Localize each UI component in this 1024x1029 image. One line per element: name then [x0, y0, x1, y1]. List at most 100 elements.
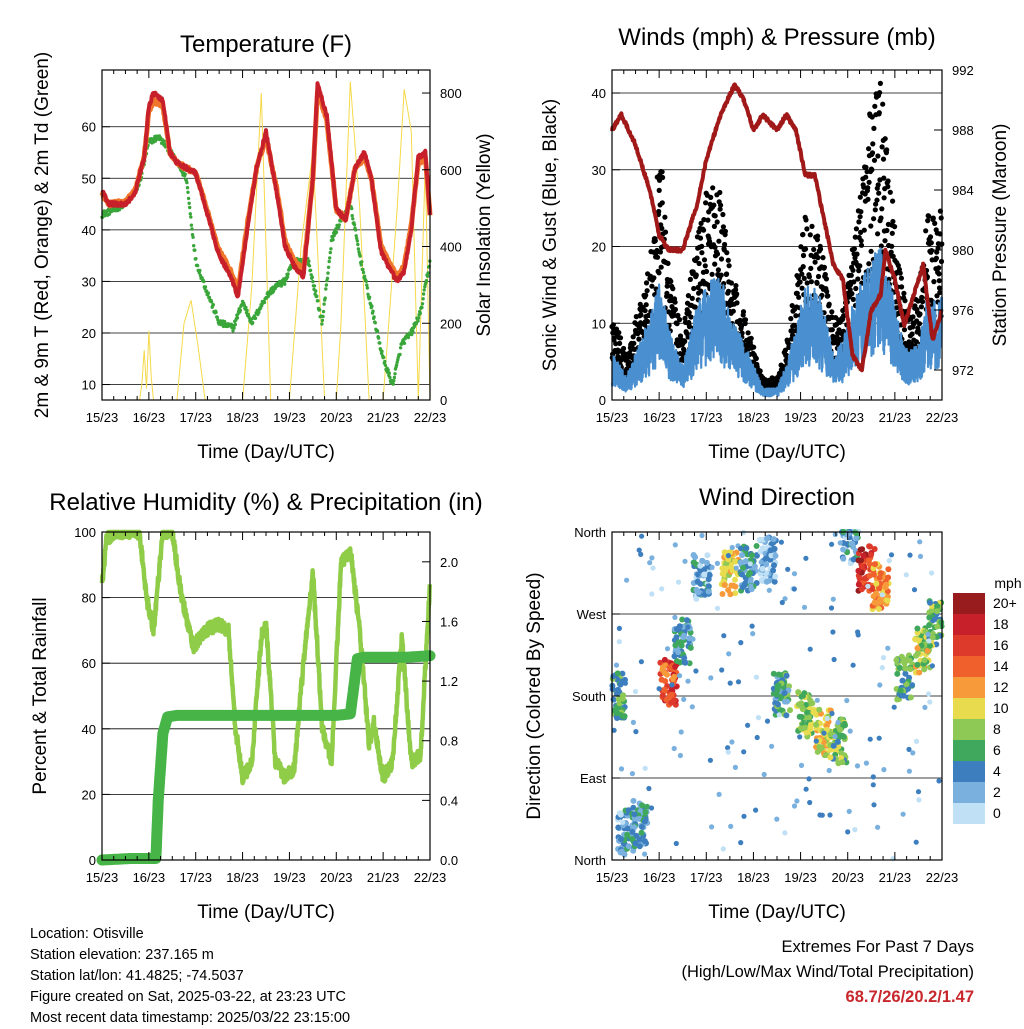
plot-area — [609, 80, 945, 398]
y-tick-label: 60 — [82, 120, 96, 135]
x-tick-label: 19/23 — [273, 410, 306, 425]
gust-point — [651, 275, 657, 281]
direction-point — [738, 545, 744, 552]
direction-point — [767, 547, 774, 554]
direction-point — [926, 622, 933, 629]
direction-point — [749, 552, 755, 559]
dewpoint-point — [337, 223, 341, 227]
dewpoint-point — [414, 322, 418, 326]
gust-point — [858, 238, 864, 244]
dewpoint-point — [202, 279, 206, 284]
dewpoint-point — [424, 279, 429, 283]
direction-point — [673, 626, 680, 632]
dewpoint-point — [310, 275, 314, 279]
dewpoint-point — [233, 322, 237, 327]
y2-tick-label: 0.8 — [440, 734, 458, 749]
direction-point — [926, 638, 932, 644]
gust-point — [861, 227, 867, 233]
direction-point — [791, 571, 798, 577]
direction-point — [885, 574, 892, 581]
x-tick-label: 17/23 — [179, 410, 212, 425]
gust-point — [644, 318, 651, 324]
gust-point — [696, 260, 702, 267]
direction-point — [684, 617, 690, 624]
gust-point — [733, 287, 739, 293]
direction-point — [911, 587, 918, 593]
gust-point — [880, 101, 886, 107]
plot-area — [96, 529, 436, 866]
gust-point — [677, 317, 683, 323]
gust-point — [892, 224, 898, 230]
x-tick-label: 16/23 — [133, 870, 166, 885]
direction-point — [927, 599, 933, 606]
gust-point — [688, 314, 694, 320]
y-tick-label: 50 — [82, 171, 96, 186]
dewpoint-point — [231, 329, 235, 333]
direction-point — [850, 662, 856, 668]
direction-point — [876, 735, 882, 741]
gust-point — [863, 164, 869, 170]
gust-point — [811, 246, 817, 253]
gust-point — [878, 215, 884, 221]
direction-point — [753, 674, 760, 680]
direction-point — [763, 578, 770, 585]
dewpoint-point — [388, 375, 392, 380]
dewpoint-point — [257, 310, 261, 314]
y2-tick-label: 200 — [440, 316, 462, 331]
dewpoint-point — [183, 172, 187, 176]
gust-point — [918, 304, 925, 310]
direction-point — [909, 682, 916, 688]
direction-point — [879, 592, 885, 598]
y-tick-label: 100 — [74, 525, 96, 540]
gust-point — [642, 308, 648, 314]
gust-point — [753, 355, 759, 362]
dewpoint-point — [386, 368, 390, 372]
gust-point — [806, 274, 813, 280]
direction-point — [912, 636, 919, 643]
gust-point — [803, 217, 809, 223]
direction-point — [671, 673, 678, 680]
legend-swatch — [953, 782, 985, 803]
gust-point — [738, 323, 745, 329]
dewpoint-point — [402, 341, 407, 345]
gust-point — [876, 190, 882, 196]
gust-point — [871, 216, 877, 222]
gust-point — [675, 312, 681, 318]
gust-point — [656, 270, 662, 276]
gust-point — [693, 272, 699, 278]
legend-label: 18 — [993, 616, 1009, 632]
direction-point — [772, 552, 779, 559]
direction-point — [705, 588, 712, 595]
dewpoint-point — [394, 363, 399, 367]
dewpoint-point — [358, 254, 362, 258]
direction-point — [732, 764, 739, 771]
gust-point — [711, 223, 718, 229]
y-tick-label: 10 — [82, 378, 96, 393]
direction-point — [719, 667, 725, 673]
direction-point — [642, 809, 649, 816]
direction-point — [873, 590, 879, 597]
gust-point — [699, 243, 705, 249]
station-elevation: Station elevation: 237.165 m — [30, 947, 214, 963]
dewpoint-point — [329, 247, 333, 251]
y-axis-label: Sonic Wind & Gust (Blue, Black) — [540, 99, 561, 371]
direction-point — [720, 846, 726, 852]
x-tick-label: 16/23 — [643, 410, 676, 425]
gust-point — [856, 268, 862, 274]
gust-point — [718, 202, 724, 208]
direction-point — [701, 571, 708, 578]
gust-point — [901, 327, 908, 333]
direction-point — [699, 532, 705, 539]
direction-point — [664, 646, 671, 652]
direction-point — [745, 571, 752, 578]
dewpoint-point — [187, 201, 191, 205]
direction-point — [728, 823, 734, 830]
direction-point — [855, 567, 862, 574]
gust-point — [916, 321, 923, 327]
dewpoint-point — [422, 288, 426, 292]
dewpoint-point — [392, 379, 396, 383]
direction-point — [725, 749, 731, 755]
direction-point — [827, 812, 833, 818]
dewpoint-point — [326, 271, 330, 275]
x-tick-label: 18/23 — [737, 870, 770, 885]
